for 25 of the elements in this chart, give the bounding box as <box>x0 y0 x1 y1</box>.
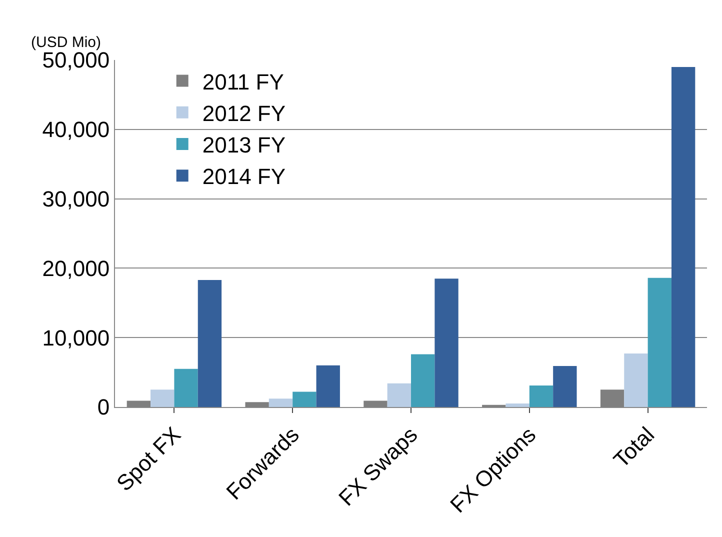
bar <box>268 398 293 407</box>
bar <box>411 354 435 407</box>
bar <box>387 383 411 407</box>
legend-label: 2011 FY <box>202 69 284 94</box>
legend-label: 2014 FY <box>202 164 286 190</box>
bar <box>671 66 696 407</box>
bar <box>150 390 174 407</box>
bar <box>198 280 222 407</box>
legend-label: 2012 FY <box>202 100 286 126</box>
bar <box>506 404 530 407</box>
bar <box>434 278 458 407</box>
bar <box>648 278 672 407</box>
y-tick-label: 30,000 <box>42 186 110 212</box>
y-tick-label: 20,000 <box>42 256 110 281</box>
legend-label: 2013 FY <box>202 132 286 158</box>
bar <box>316 365 340 407</box>
bar <box>292 392 316 407</box>
bar <box>553 366 577 407</box>
y-axis-title: (USD Mio) <box>31 34 101 51</box>
bar <box>529 385 554 407</box>
bar <box>174 368 198 407</box>
y-tick-label: 10,000 <box>42 325 110 350</box>
bar <box>624 354 648 407</box>
y-tick-label: 0 <box>97 394 110 420</box>
y-tick-label: 40,000 <box>42 117 110 142</box>
